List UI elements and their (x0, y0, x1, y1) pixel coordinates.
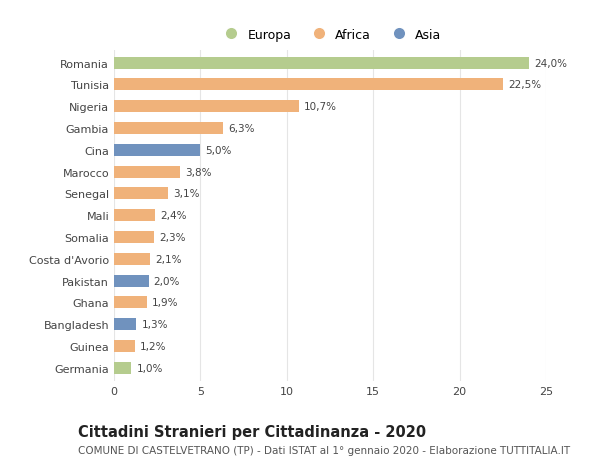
Bar (114, 145, 200, 157)
Bar (114, 101, 299, 113)
Bar (114, 253, 150, 265)
Bar (114, 166, 179, 178)
Text: 3,8%: 3,8% (185, 167, 211, 177)
Text: 1,0%: 1,0% (136, 363, 163, 373)
Text: 6,3%: 6,3% (228, 124, 254, 134)
Bar (114, 123, 223, 135)
Text: COMUNE DI CASTELVETRANO (TP) - Dati ISTAT al 1° gennaio 2020 - Elaborazione TUTT: COMUNE DI CASTELVETRANO (TP) - Dati ISTA… (78, 445, 570, 455)
Text: 24,0%: 24,0% (534, 59, 567, 68)
Text: 2,4%: 2,4% (161, 211, 187, 221)
Text: 2,0%: 2,0% (154, 276, 180, 286)
Text: 1,9%: 1,9% (152, 298, 179, 308)
Bar (114, 57, 529, 69)
Bar (114, 340, 135, 352)
Text: 22,5%: 22,5% (508, 80, 541, 90)
Text: 3,1%: 3,1% (173, 189, 199, 199)
Text: 2,3%: 2,3% (159, 232, 185, 242)
Bar (114, 210, 155, 222)
Bar (114, 188, 167, 200)
Bar (114, 297, 147, 308)
Bar (114, 231, 154, 243)
Text: 1,2%: 1,2% (140, 341, 166, 351)
Text: 2,1%: 2,1% (155, 254, 182, 264)
Bar (114, 275, 149, 287)
Text: Cittadini Stranieri per Cittadinanza - 2020: Cittadini Stranieri per Cittadinanza - 2… (78, 425, 426, 440)
Text: 5,0%: 5,0% (206, 146, 232, 156)
Bar (114, 362, 131, 374)
Bar (114, 79, 503, 91)
Bar (114, 319, 136, 330)
Legend: Europa, Africa, Asia: Europa, Africa, Asia (214, 24, 446, 47)
Text: 1,3%: 1,3% (142, 319, 168, 330)
Text: 10,7%: 10,7% (304, 102, 337, 112)
